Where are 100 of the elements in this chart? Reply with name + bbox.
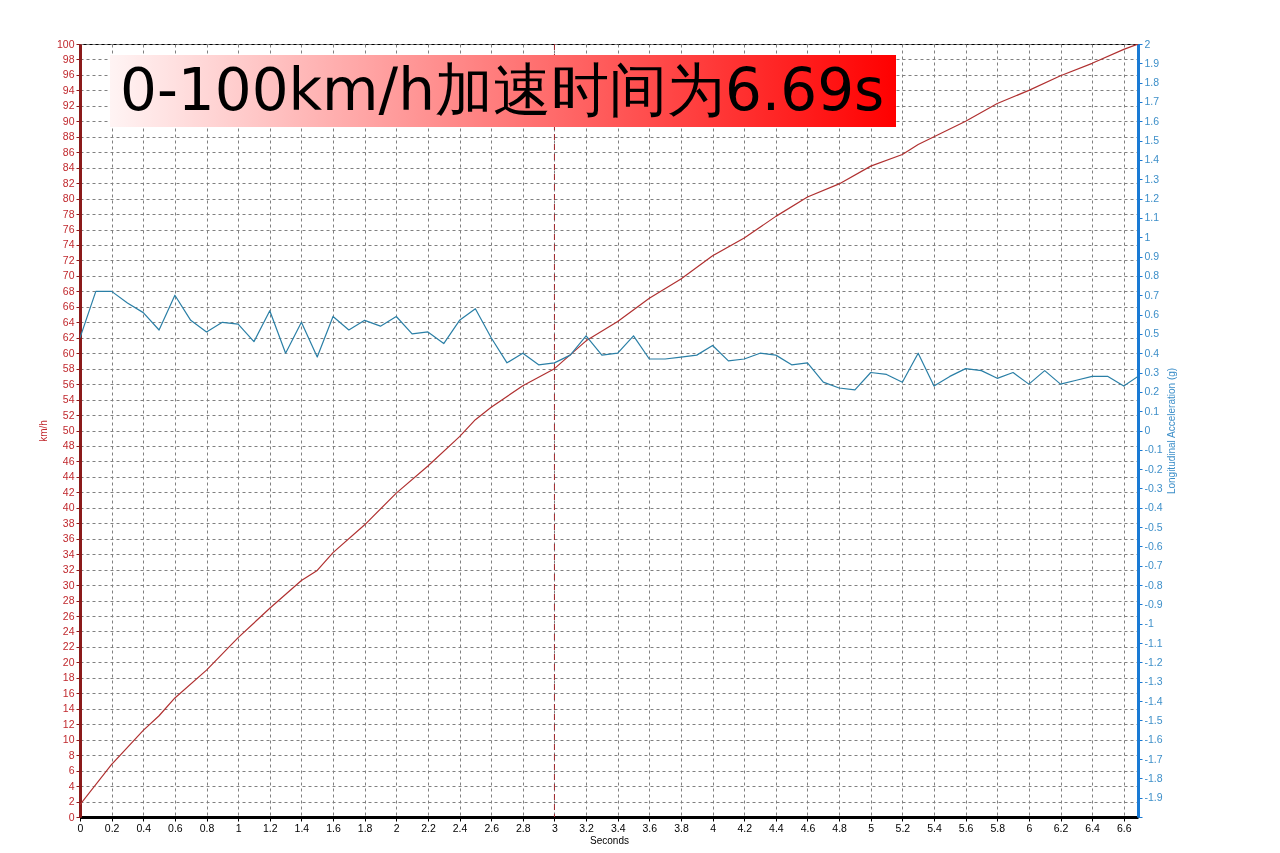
y-tick-label: 58 [62,362,75,375]
y-tick-label: 16 [62,686,75,699]
y2-tick-label: -1 [1144,617,1154,630]
y-tick-label: 56 [62,377,75,390]
y2-tick-label: 2 [1144,37,1151,50]
y-tick-label: 8 [68,748,75,761]
y2-tick-label: 0.4 [1144,346,1160,359]
y-tick-label: 78 [62,207,75,220]
x-tick-label: 1.4 [294,821,310,834]
x-tick-label: 3.6 [642,821,658,834]
y2-tick-label: 1.7 [1144,95,1160,108]
y-tick-label: 32 [62,563,75,576]
y-tick-label: 22 [62,640,75,653]
x-tick-label: 5.8 [990,821,1006,834]
title-banner: 0-100km/h加速时间为6.69s [110,55,897,127]
line-series [80,290,1138,391]
y-tick-label: 46 [62,454,75,467]
x-tick-label: 1.2 [262,821,278,834]
x-tick-label: 2.2 [421,821,436,834]
y-tick-label: 28 [62,594,75,607]
y2-tick-label: -0.7 [1144,559,1163,572]
y2-tick-label: -0.3 [1144,481,1163,494]
y-tick-label: 92 [62,99,75,112]
x-tick-label: 6.4 [1085,821,1101,834]
x-tick-label: 6 [1026,821,1033,834]
y-tick-label: 62 [62,331,75,344]
y-tick-label: 38 [62,516,75,529]
y-tick-label: 70 [62,269,75,282]
x-tick-label: 5.6 [958,821,974,834]
y-tick-label: 66 [62,300,75,313]
x-tick-label: 3.8 [674,821,689,834]
x-tick-label: 2 [393,821,400,834]
y-tick-label: 68 [62,284,75,297]
y-tick-label: 42 [62,485,75,498]
y2-tick-label: 1.5 [1144,134,1160,147]
y-tick-label: 88 [62,130,75,143]
y2-tick-label: 0.2 [1144,385,1160,398]
y-tick-label: 100 [56,37,75,50]
x-tick-label: 1 [235,821,242,834]
x-tick-label: 6.2 [1053,821,1069,834]
y2-tick-label: -1.1 [1144,636,1163,649]
x-tick-label: 3.4 [610,821,626,834]
x-tick-label: 0 [77,821,84,834]
y2-tick-label: -0.8 [1144,578,1163,591]
y2-tick-label: 0 [1144,424,1151,436]
y2-tick-label: -1.9 [1144,791,1163,804]
y2-tick-label: -1.8 [1144,771,1163,784]
y2-tick-label: 0.8 [1144,269,1160,282]
y2-tick-label: -1.7 [1144,752,1163,765]
y-tick-label: 36 [62,532,75,545]
y2-tick-label: 0.5 [1144,327,1160,340]
y-tick-label: 24 [62,624,75,637]
y-tick-label: 2 [68,795,75,808]
y2-tick-label: -0.4 [1144,501,1163,514]
line-series [80,44,1138,806]
y2-axis-title: Longitudinal Acceleration (g) [1165,367,1177,495]
y2-tick-label: -0.1 [1144,443,1163,456]
y-tick-label: 86 [62,145,75,158]
y-tick-label: 76 [62,223,75,236]
y-tick-label: 18 [62,671,75,684]
x-tick-label: 1.6 [326,821,341,834]
x-tick-label: 2.8 [516,821,531,834]
y-tick-label: 20 [62,655,75,668]
y2-tick-label: 1.4 [1144,153,1160,166]
y2-tick-label: 0.9 [1144,250,1160,263]
x-tick-label: 2.6 [484,821,500,834]
y-tick-label: 90 [62,114,75,127]
y-tick-label: 14 [62,702,75,715]
x-tick-label: 4 [710,821,717,834]
y-tick-label: 50 [62,424,75,436]
y-tick-label: 6 [68,764,75,777]
x-tick-label: 0.4 [136,821,152,834]
y-tick-label: 54 [62,393,75,406]
y2-tick-label: 0.1 [1144,404,1160,417]
y-tick-label: 72 [62,253,75,266]
x-tick-label: 5.4 [927,821,942,834]
y2-tick-label: 1.8 [1144,76,1160,89]
y-tick-label: 48 [62,439,75,452]
y2-tick-label: -1.5 [1144,713,1163,726]
y2-tick-label: -1.4 [1144,694,1163,707]
y-tick-label: 30 [62,578,75,591]
y-tick-label: 34 [62,547,75,560]
y-tick-label: 12 [62,717,75,730]
y2-tick-label: 0.6 [1144,308,1160,321]
x-tick-label: 4.6 [800,821,816,834]
x-tick-label: 5.2 [895,821,911,834]
y2-tick-label: 0.3 [1144,366,1160,379]
y2-tick-label: 1.2 [1144,192,1160,205]
y-tick-label: 74 [62,238,75,251]
x-tick-label: 0.8 [199,821,215,834]
x-tick-label: 3.2 [579,821,595,834]
y-tick-label: 80 [62,192,75,205]
x-tick-label: 5 [868,821,875,834]
x-tick-label: 3 [552,821,559,834]
y2-tick-label: 1.3 [1144,172,1160,185]
y-tick-label: 84 [62,161,75,174]
y2-tick-label: -0.6 [1144,539,1163,552]
y-tick-label: 60 [62,346,75,359]
y-tick-label: 64 [62,315,75,328]
x-tick-label: 1.8 [357,821,373,834]
